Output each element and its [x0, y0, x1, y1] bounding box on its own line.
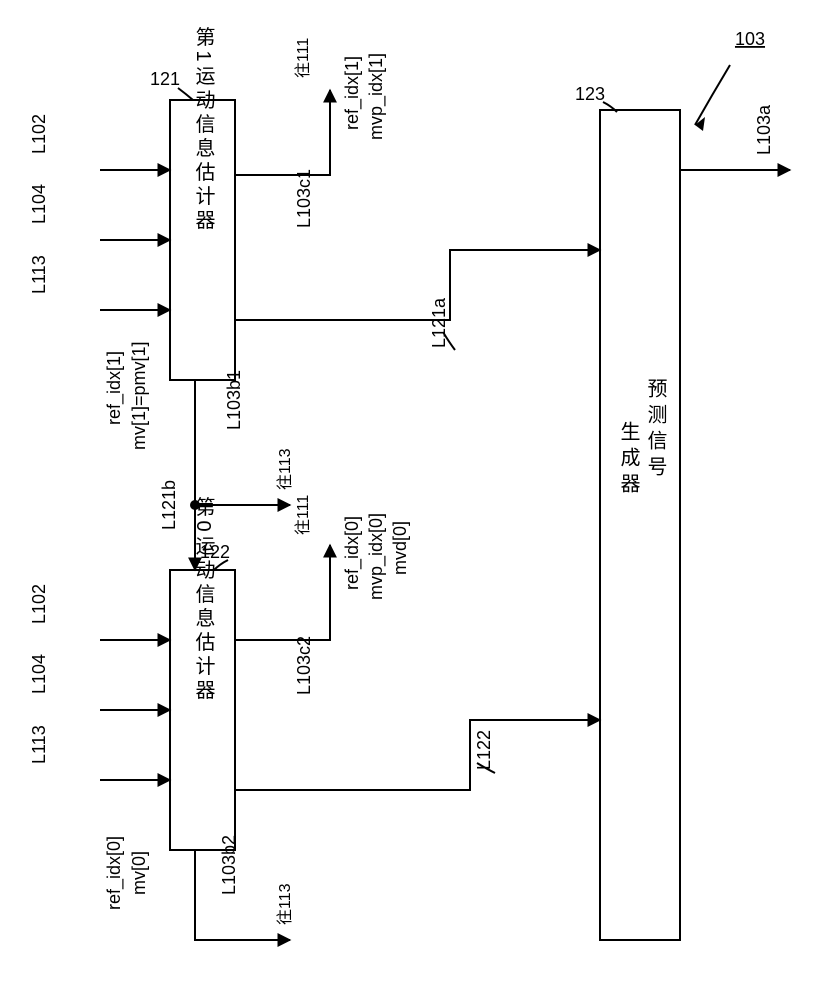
est0-bl-l1: mv[0]: [129, 851, 149, 895]
c2-l0: ref_idx[0]: [342, 516, 363, 590]
l121b: L121b: [159, 480, 179, 530]
l103b2: L103b2: [219, 835, 239, 895]
c1-l1: mvp_idx[1]: [366, 53, 387, 140]
to113-2: 往113: [276, 883, 294, 925]
main-ref-label: 103: [735, 29, 765, 49]
est1-out-right: L103c1 往111 ref_idx[1] mvp_idx[1] L121a: [235, 38, 600, 350]
c2-l1: mvp_idx[0]: [366, 513, 387, 600]
est0-out-right: L103c2 往111 ref_idx[0] mvp_idx[0] mvd[0]…: [235, 495, 600, 790]
c2-l2: mvd[0]: [390, 521, 410, 575]
to113-1: 往113: [276, 448, 294, 490]
est1-line: 第1运动信息估计器: [192, 26, 215, 234]
est0-id: 122: [200, 542, 230, 562]
to111-2: 往111: [294, 495, 312, 535]
est1-id-curve: [178, 88, 193, 100]
gen-out: L103a: [680, 104, 790, 170]
l103a: L103a: [754, 104, 774, 155]
in-bot-1: L104: [29, 654, 49, 694]
main-ref-curve: [695, 65, 730, 125]
main-ref-arrowhead: [695, 117, 705, 131]
in-bot-0: L102: [29, 584, 49, 624]
est1-bl-l1: mv[1]=pmv[1]: [129, 341, 149, 450]
block-est0: 第0运动信息估计器 122: [170, 496, 235, 850]
l103b1: L103b1: [224, 370, 244, 430]
in-top-0: L102: [29, 114, 49, 154]
in-top-1: L104: [29, 184, 49, 224]
inputs-est0: L102 L104 L113: [29, 584, 170, 780]
l103c2: L103c2: [294, 636, 314, 695]
to111-1: 往111: [294, 38, 312, 78]
gen-line1: 生成器: [617, 421, 640, 499]
in-top-2: L113: [29, 255, 49, 294]
est1-bl-l0: ref_idx[1]: [104, 351, 125, 425]
gen-line0: 预测信号: [644, 378, 667, 482]
gen-id: 123: [575, 84, 605, 104]
est0-bl-l0: ref_idx[0]: [104, 836, 125, 910]
diagram-canvas: 103 第1运动信息估计器 121 第0运动信息估计器 122 预测信号 生成器…: [0, 0, 837, 1000]
c1-l0: ref_idx[1]: [342, 56, 363, 130]
block-est1: 第1运动信息估计器 121: [150, 26, 235, 380]
est1-id: 121: [150, 69, 180, 89]
block-gen: 预测信号 生成器 123: [575, 84, 680, 940]
inputs-est1: L102 L104 L113: [29, 114, 170, 310]
l103c1: L103c1: [294, 169, 314, 228]
l121a: L121a: [429, 297, 449, 348]
in-bot-2: L113: [29, 725, 49, 764]
